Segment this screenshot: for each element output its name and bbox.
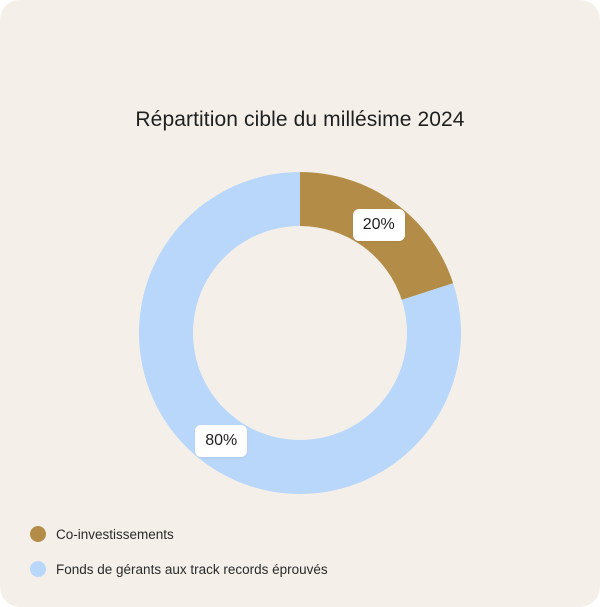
data-label-fonds: 80% bbox=[195, 425, 248, 458]
donut-slice-fonds[interactable] bbox=[138, 172, 462, 495]
legend-label: Co-investissements bbox=[56, 526, 174, 542]
chart-title: Répartition cible du millésime 2024 bbox=[135, 108, 465, 131]
legend-item-fonds[interactable]: Fonds de gérants aux track records éprou… bbox=[30, 557, 328, 581]
legend: Co-investissements Fonds de gérants aux … bbox=[30, 522, 328, 592]
data-label-co-investissements: 20% bbox=[352, 208, 405, 241]
legend-item-co-investissements[interactable]: Co-investissements bbox=[30, 522, 328, 546]
legend-swatch-co-investissements bbox=[30, 526, 46, 542]
legend-label: Fonds de gérants aux track records éprou… bbox=[56, 561, 328, 577]
legend-swatch-fonds bbox=[30, 561, 46, 577]
